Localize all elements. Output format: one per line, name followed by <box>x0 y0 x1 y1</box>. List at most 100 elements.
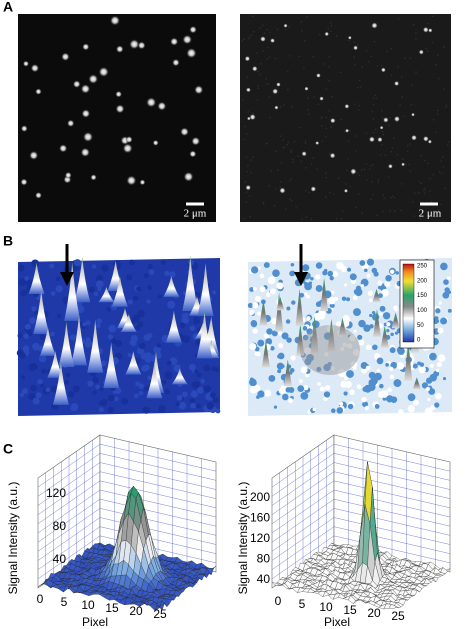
texture <box>390 332 394 337</box>
grid-line <box>271 535 451 579</box>
texture <box>366 273 371 278</box>
noise <box>424 187 426 190</box>
peak <box>412 377 421 390</box>
texture <box>212 397 219 404</box>
colorbar <box>402 263 415 343</box>
texture <box>346 297 351 302</box>
noise <box>371 110 374 113</box>
noise <box>381 130 384 133</box>
noise <box>327 27 330 30</box>
texture <box>182 335 191 343</box>
noise <box>413 215 416 217</box>
noise <box>340 217 343 220</box>
spot <box>20 178 28 186</box>
noise <box>288 26 290 29</box>
x-tick-label: 5 <box>299 597 306 611</box>
texture <box>379 383 384 389</box>
texture <box>277 369 282 374</box>
peak <box>39 326 56 356</box>
noise <box>265 83 268 85</box>
noise <box>245 156 248 159</box>
noise <box>328 79 331 82</box>
noise <box>329 21 332 24</box>
spot <box>157 101 167 111</box>
spot <box>182 34 193 45</box>
grid-line <box>271 498 451 543</box>
texture <box>22 345 30 352</box>
texture <box>68 390 75 398</box>
noise <box>447 141 450 143</box>
noise <box>390 150 393 153</box>
noise <box>312 157 314 159</box>
axis-label: Pixel <box>324 615 350 629</box>
texture <box>93 291 99 297</box>
texture <box>370 377 378 385</box>
texture <box>45 387 51 393</box>
texture <box>290 262 295 267</box>
noise <box>420 182 423 185</box>
noise <box>372 163 374 166</box>
spot <box>251 65 258 72</box>
spot <box>115 45 124 54</box>
texture <box>147 333 153 338</box>
z-tick-label: 80 <box>53 519 67 533</box>
noise <box>423 192 426 195</box>
noise <box>442 156 444 158</box>
texture <box>329 276 334 281</box>
noise <box>381 116 384 119</box>
noise <box>325 172 327 174</box>
texture <box>389 347 396 354</box>
spot <box>283 23 288 28</box>
texture <box>366 258 375 266</box>
noise <box>328 109 330 112</box>
x-tick-label: 20 <box>367 606 381 620</box>
spot <box>80 147 91 158</box>
texture <box>92 376 98 381</box>
noise <box>284 28 287 31</box>
texture <box>281 332 289 340</box>
texture <box>277 330 283 336</box>
texture <box>259 273 265 279</box>
texture <box>424 407 433 416</box>
texture <box>309 325 314 329</box>
spot <box>30 63 40 73</box>
texture <box>379 305 386 312</box>
spot <box>393 80 400 87</box>
spot <box>88 73 99 85</box>
texture <box>252 328 258 334</box>
noise <box>390 74 393 77</box>
texture <box>166 360 172 366</box>
texture <box>167 300 176 309</box>
noise <box>324 135 327 138</box>
noise <box>382 194 385 196</box>
arrow <box>294 244 308 286</box>
texture <box>364 405 370 411</box>
peak <box>125 350 142 375</box>
spot <box>245 87 252 93</box>
noise <box>412 23 415 26</box>
peak <box>58 321 75 367</box>
noise <box>411 201 414 203</box>
noise <box>308 191 310 194</box>
texture <box>203 364 211 372</box>
noise <box>290 199 293 202</box>
texture <box>346 370 354 378</box>
spot <box>109 15 121 26</box>
texture <box>300 391 309 400</box>
texture <box>38 354 47 363</box>
noise <box>247 111 249 113</box>
noise <box>411 84 413 86</box>
noise <box>288 179 291 182</box>
texture <box>369 313 373 318</box>
noise <box>368 61 370 63</box>
texture <box>363 268 368 273</box>
texture <box>195 403 201 409</box>
peak <box>47 350 64 378</box>
noise <box>440 203 442 206</box>
noise <box>353 41 355 44</box>
texture <box>325 385 331 391</box>
noise <box>259 73 261 76</box>
noise <box>414 192 416 195</box>
noise <box>268 56 271 59</box>
grid-line <box>37 462 217 506</box>
